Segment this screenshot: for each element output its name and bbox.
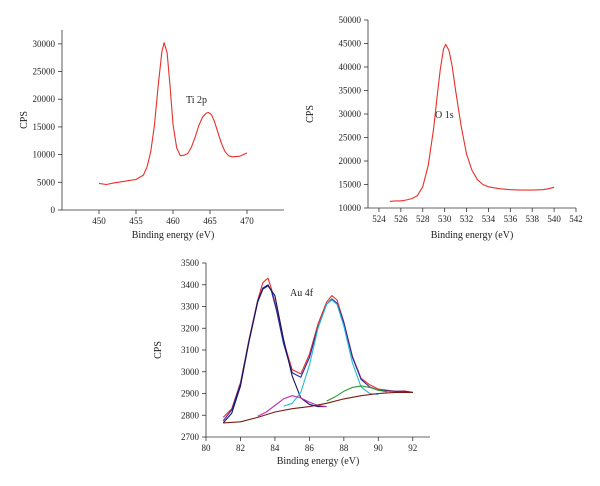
ti2p-annotation: Ti 2p: [186, 95, 207, 106]
chart-au4f: 2700 2800 2900 3000 3100 3200 3300 3400 3500 80 82…: [153, 258, 430, 467]
au4f-annotation: Au 4f: [290, 288, 314, 299]
au4f-y-tick-label: 3300: [181, 302, 200, 312]
o1s-y-tick-label: 20000: [339, 156, 362, 166]
au4f-series-6-line: [223, 391, 413, 424]
au4f-series-2-line: [222, 285, 327, 424]
ti2p-y-tick-label: 20000: [33, 94, 56, 104]
ti2p-y-tick-label: 10000: [33, 150, 56, 160]
ti2p-y-tick-label: 30000: [33, 39, 56, 49]
au4f-x-axis-label: Binding energy (eV): [277, 456, 360, 467]
ti2p-x-tick-label: 455: [129, 216, 143, 226]
o1s-x-tick-label: 542: [569, 214, 583, 224]
o1s-y-tick-label: 25000: [339, 133, 362, 143]
au4f-series-1-line: [222, 284, 413, 422]
ti2p-y-tick-label: 5000: [37, 177, 56, 187]
o1s-y-axis-label: CPS: [305, 105, 316, 123]
au4f-y-tick-label: 2700: [181, 432, 200, 442]
o1s-y-tick-label: 45000: [339, 39, 362, 49]
ti2p-x-tick-label: 460: [166, 216, 180, 226]
ti2p-y-tick-label: 15000: [33, 122, 56, 132]
o1s-x-tick-label: 528: [416, 214, 430, 224]
au4f-y-tick-label: 3000: [181, 367, 200, 377]
ti2p-x-tick-label: 450: [92, 216, 106, 226]
chart-o1s: 10000 15000 20000 25000 30000 35000 40000 45000…: [305, 15, 583, 241]
o1s-x-axis-label: Binding energy (eV): [431, 230, 514, 241]
o1s-y-tick-label: 40000: [339, 62, 362, 72]
ti2p-x-tick-label: 465: [203, 216, 217, 226]
o1s-annotation: O 1s: [435, 110, 454, 121]
o1s-x-tick-label: 524: [372, 214, 386, 224]
o1s-x-tick-label: 532: [460, 214, 474, 224]
au4f-y-tick-label: 3100: [181, 345, 200, 355]
o1s-y-tick-label: 10000: [339, 203, 362, 213]
au4f-x-tick-label: 80: [202, 443, 212, 453]
au4f-x-tick-label: 90: [374, 443, 384, 453]
o1s-x-tick-label: 536: [504, 214, 518, 224]
au4f-series-4-line: [257, 395, 327, 417]
au4f-series-0-line: [222, 277, 413, 418]
au4f-x-tick-label: 92: [408, 443, 417, 453]
au4f-y-tick-label: 3200: [181, 323, 200, 333]
au4f-y-tick-label: 2800: [181, 410, 200, 420]
au4f-x-tick-label: 88: [339, 443, 349, 453]
o1s-x-tick-label: 526: [394, 214, 408, 224]
o1s-x-tick-label: 538: [525, 214, 539, 224]
au4f-series-3-line: [283, 299, 379, 407]
o1s-x-tick-label: 540: [547, 214, 561, 224]
o1s-y-tick-label: 30000: [339, 109, 362, 119]
o1s-x-tick-label: 534: [482, 214, 496, 224]
au4f-y-axis-label: CPS: [153, 341, 164, 359]
chart-ti2p: 0 5000 10000 15000 20000 25000 30000 450 455 460 4…: [19, 30, 284, 241]
au4f-x-tick-label: 84: [270, 443, 280, 453]
o1s-y-tick-label: 15000: [339, 180, 362, 190]
ti2p-x-axis-label: Binding energy (eV): [132, 230, 215, 241]
o1s-y-tick-label: 50000: [339, 15, 362, 25]
ti2p-y-axis-label: CPS: [19, 111, 30, 129]
ti2p-y-tick-label: 25000: [33, 67, 56, 77]
ti2p-y-tick-label: 0: [51, 205, 56, 215]
au4f-y-tick-label: 3500: [181, 258, 200, 268]
o1s-x-tick-label: 530: [438, 214, 452, 224]
au4f-y-tick-label: 3400: [181, 280, 200, 290]
au4f-x-tick-label: 82: [236, 443, 245, 453]
o1s-y-tick-label: 35000: [339, 86, 362, 96]
au4f-x-tick-label: 86: [305, 443, 315, 453]
au4f-y-tick-label: 2900: [181, 389, 200, 399]
o1s-series-0-line: [389, 43, 555, 202]
au4f-series-5-line: [326, 385, 388, 402]
ti2p-series-0-line: [98, 42, 248, 186]
ti2p-x-tick-label: 470: [240, 216, 254, 226]
